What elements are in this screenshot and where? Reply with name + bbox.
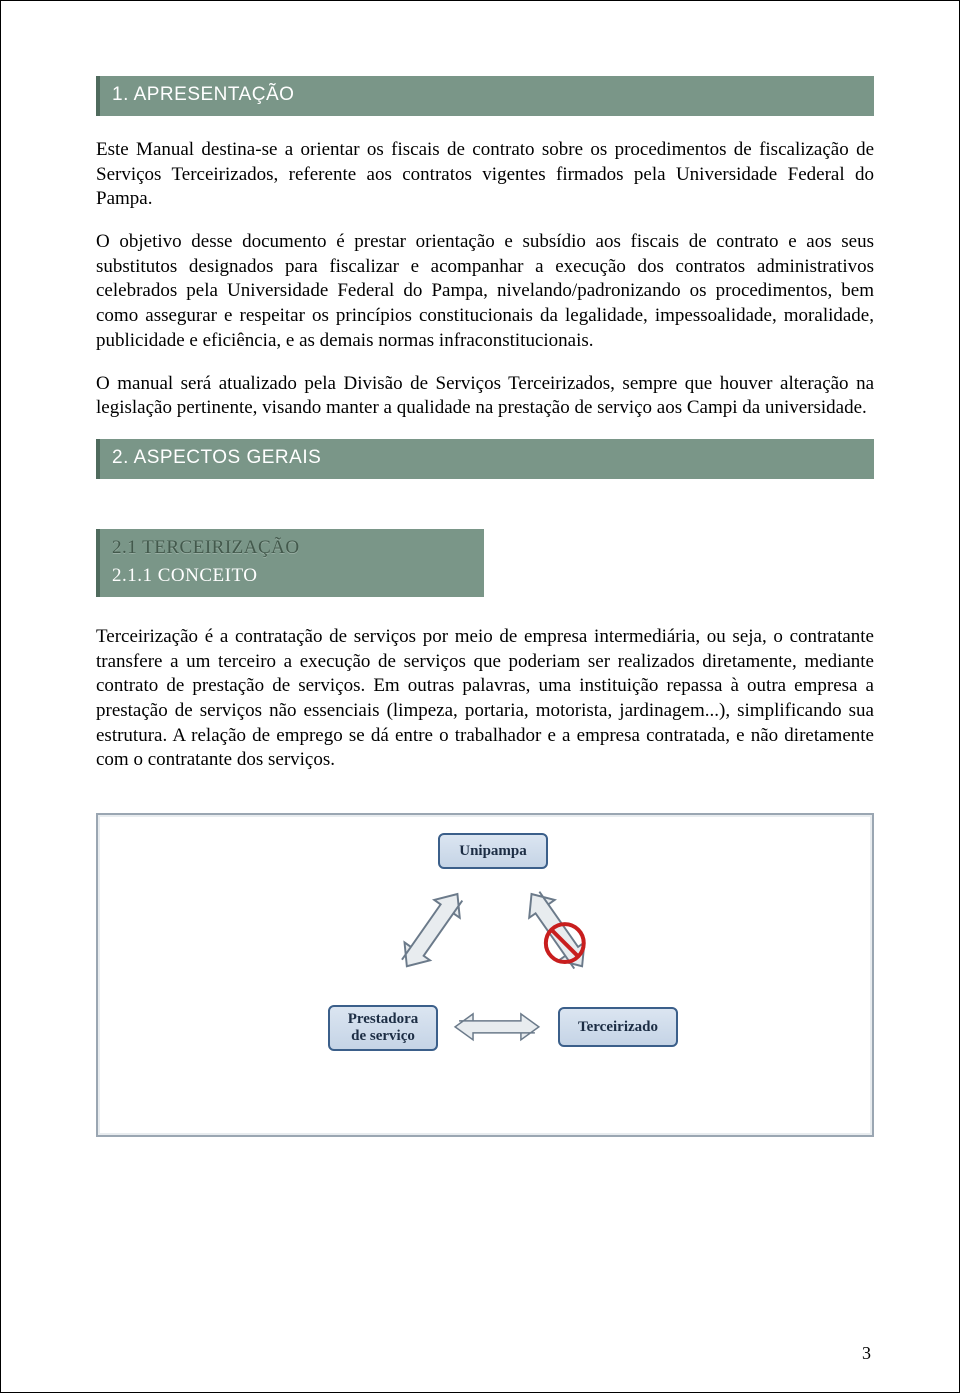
diagram-frame: Unipampa Prestadora de serviço Terceiriz… xyxy=(96,813,874,1137)
heading-apresentacao: 1. APRESENTAÇÃO xyxy=(96,76,874,116)
heading-terceirizacao: 2.1 TERCEIRIZAÇÃO xyxy=(112,537,472,559)
para-intro-1: Este Manual destina-se a orientar os fis… xyxy=(96,138,874,212)
heading-aspectos-gerais: 2. ASPECTOS GERAIS xyxy=(96,439,874,479)
diagram-node-unipampa: Unipampa xyxy=(438,833,548,869)
diagram-node-terceirizado: Terceirizado xyxy=(558,1007,678,1047)
diagram-node-prestadora: Prestadora de serviço xyxy=(328,1005,438,1051)
page: 1. APRESENTAÇÃO Este Manual destina-se a… xyxy=(0,0,960,1393)
para-intro-2: O objetivo desse documento é prestar ori… xyxy=(96,230,874,353)
para-conceito: Terceirização é a contratação de serviço… xyxy=(96,625,874,773)
page-number: 3 xyxy=(862,1343,871,1364)
heading-terceirizacao-block: 2.1 TERCEIRIZAÇÃO 2.1.1 CONCEITO xyxy=(96,529,484,597)
heading-conceito: 2.1.1 CONCEITO xyxy=(112,565,472,587)
para-intro-3: O manual será atualizado pela Divisão de… xyxy=(96,372,874,421)
